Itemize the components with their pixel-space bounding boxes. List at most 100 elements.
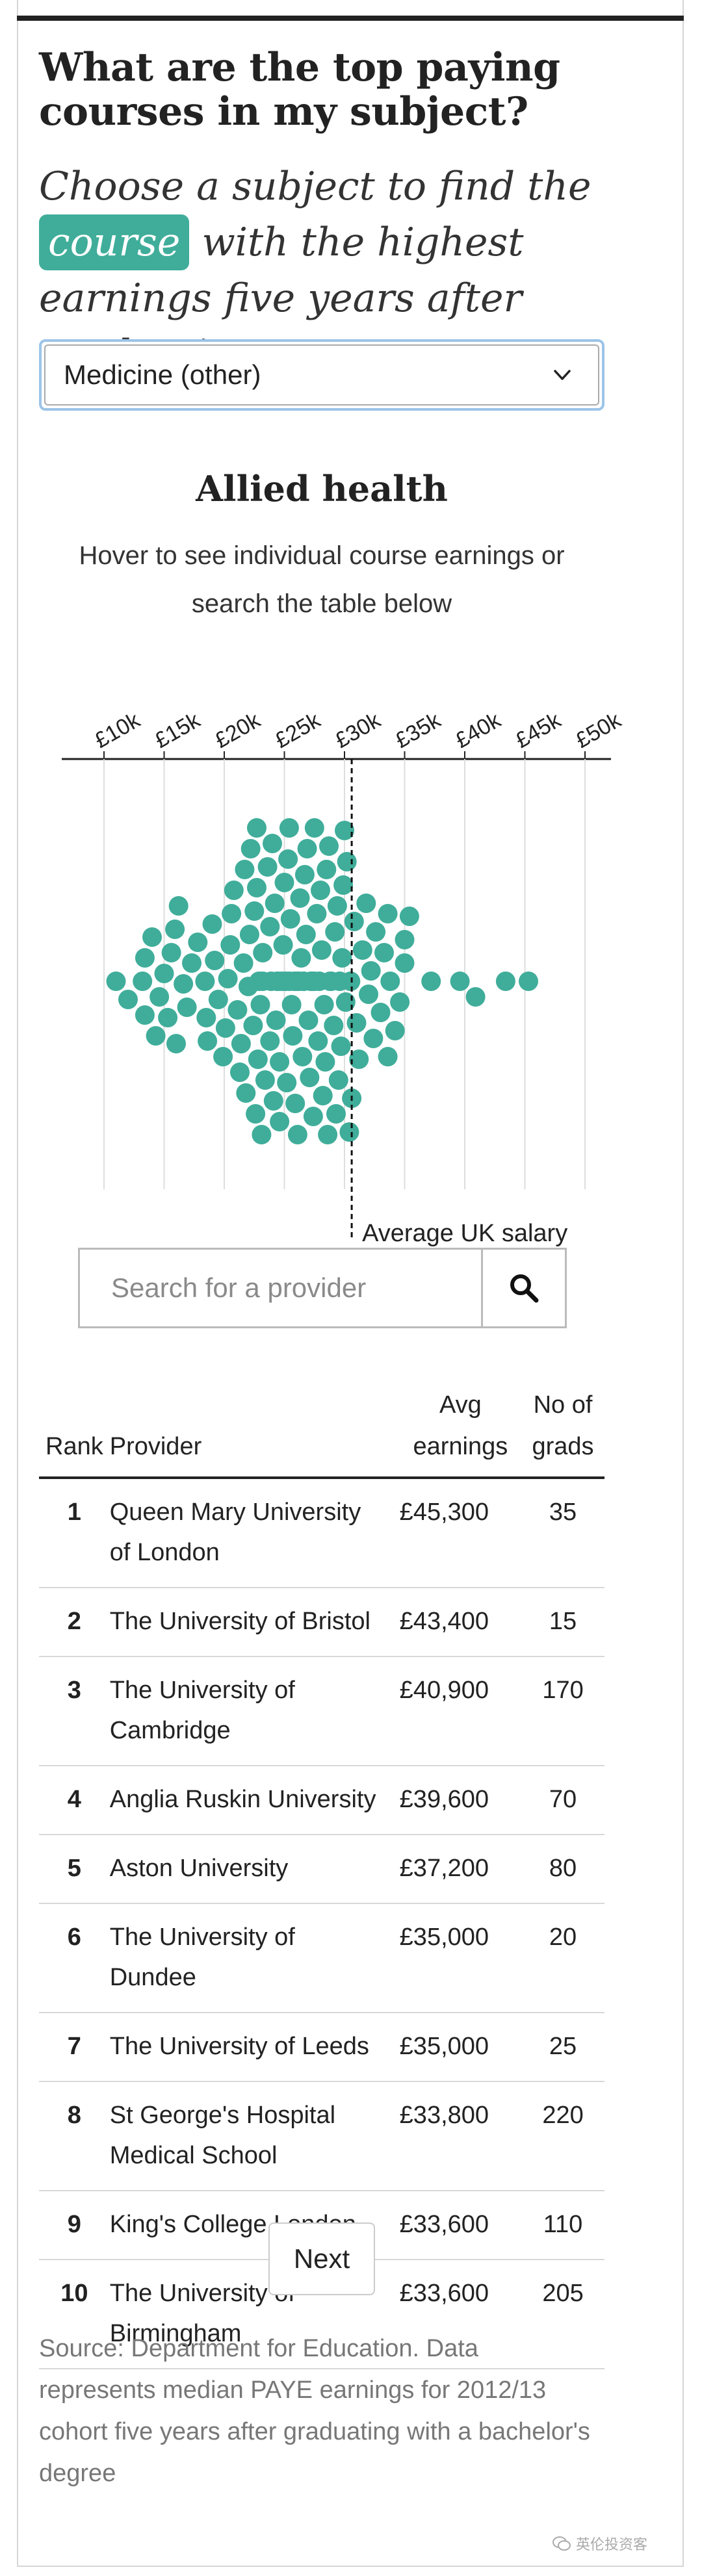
course-dot[interactable] xyxy=(450,972,470,991)
course-dot[interactable] xyxy=(154,964,174,983)
course-dot[interactable] xyxy=(266,1011,286,1030)
provider-search[interactable]: Search for a provider xyxy=(78,1248,567,1328)
course-dot[interactable] xyxy=(188,933,208,952)
course-dot[interactable] xyxy=(218,969,238,988)
course-dot[interactable] xyxy=(283,1026,303,1046)
course-dot[interactable] xyxy=(363,1029,384,1048)
course-dot[interactable] xyxy=(224,881,244,900)
course-dot[interactable] xyxy=(253,943,273,962)
course-dot[interactable] xyxy=(344,912,364,931)
course-dot[interactable] xyxy=(332,948,352,968)
course-dot[interactable] xyxy=(278,849,298,869)
beeswarm-chart[interactable]: £10k £15k £20k £25k £30k £35k £40k £45k £50k Aver… xyxy=(0,669,650,1280)
course-dot[interactable] xyxy=(161,943,181,962)
course-dot[interactable] xyxy=(255,1070,275,1090)
course-dot[interactable] xyxy=(222,904,242,923)
course-dot[interactable] xyxy=(296,925,316,944)
course-dot[interactable] xyxy=(298,1011,318,1030)
course-dot[interactable] xyxy=(263,1091,283,1111)
course-dot[interactable] xyxy=(220,935,240,955)
course-dot[interactable] xyxy=(280,909,300,929)
table-row[interactable]: 6 The University of Dundee £35,000 20 xyxy=(39,1903,604,2013)
course-dot[interactable] xyxy=(370,1003,391,1022)
course-dot[interactable] xyxy=(250,995,270,1014)
course-dot[interactable] xyxy=(240,839,261,858)
course-dot[interactable] xyxy=(133,972,153,991)
course-dot[interactable] xyxy=(315,1052,335,1072)
course-dot[interactable] xyxy=(195,972,215,991)
course-dot[interactable] xyxy=(257,857,278,877)
course-dot[interactable] xyxy=(324,1016,344,1035)
table-row[interactable]: 4 Anglia Ruskin University £39,600 70 xyxy=(39,1766,604,1835)
course-dot[interactable] xyxy=(247,878,266,897)
course-dot[interactable] xyxy=(311,881,330,900)
course-dot[interactable] xyxy=(361,961,381,981)
header-rank[interactable]: Rank xyxy=(39,1384,110,1479)
table-row[interactable]: 1 Queen Mary University of London £45,300 3… xyxy=(39,1478,604,1588)
course-dot[interactable] xyxy=(273,935,293,955)
header-grads[interactable]: No of grads xyxy=(521,1384,604,1479)
course-dot[interactable] xyxy=(327,896,347,916)
course-dot[interactable] xyxy=(314,995,334,1014)
course-dot[interactable] xyxy=(335,992,356,1012)
course-dot[interactable] xyxy=(246,1104,266,1124)
course-dot[interactable] xyxy=(292,1047,313,1066)
course-dot[interactable] xyxy=(374,943,394,962)
course-dot[interactable] xyxy=(319,836,339,856)
course-dot[interactable] xyxy=(337,852,357,871)
course-dot[interactable] xyxy=(279,818,299,838)
course-dot[interactable] xyxy=(326,1104,346,1124)
course-dot[interactable] xyxy=(208,990,228,1009)
course-dot[interactable] xyxy=(349,1050,369,1069)
course-dot[interactable] xyxy=(177,998,197,1017)
search-button[interactable] xyxy=(481,1250,565,1326)
course-dot[interactable] xyxy=(165,920,185,939)
course-dot[interactable] xyxy=(135,1005,155,1025)
course-dot[interactable] xyxy=(519,972,538,991)
course-dot[interactable] xyxy=(252,1125,272,1144)
course-dot[interactable] xyxy=(248,1050,268,1069)
course-dot[interactable] xyxy=(205,951,225,970)
course-dot[interactable] xyxy=(297,839,317,858)
course-dot[interactable] xyxy=(328,1070,348,1090)
course-dot[interactable] xyxy=(260,917,280,936)
course-dot[interactable] xyxy=(263,834,282,853)
course-dot[interactable] xyxy=(196,1008,216,1027)
course-dot[interactable] xyxy=(308,1031,328,1051)
course-dot[interactable] xyxy=(270,1052,290,1072)
course-dot[interactable] xyxy=(311,940,332,960)
course-dot[interactable] xyxy=(380,972,400,991)
course-dot[interactable] xyxy=(378,1047,398,1066)
course-dot[interactable] xyxy=(244,901,265,921)
course-dot[interactable] xyxy=(231,1034,251,1053)
course-dot[interactable] xyxy=(421,972,441,991)
course-dot[interactable] xyxy=(378,904,398,923)
course-dot[interactable] xyxy=(399,907,419,926)
course-dot[interactable] xyxy=(339,1122,359,1142)
course-dot[interactable] xyxy=(158,1008,178,1027)
header-earnings[interactable]: Avg earnings xyxy=(386,1384,522,1479)
course-dot[interactable] xyxy=(495,972,515,991)
course-dot[interactable] xyxy=(303,1107,323,1126)
table-row[interactable]: 3 The University of Cambridge £40,900 170 xyxy=(39,1656,604,1766)
course-dot[interactable] xyxy=(385,1021,405,1040)
course-dot[interactable] xyxy=(281,995,302,1014)
subject-dropdown[interactable]: Medicine (other) xyxy=(39,339,604,411)
course-dot[interactable] xyxy=(230,1063,250,1082)
course-dot[interactable] xyxy=(233,953,254,973)
course-dot[interactable] xyxy=(135,948,155,968)
course-dot[interactable] xyxy=(335,821,354,840)
table-row[interactable]: 10 The University of Birmingham £33,600 205 xyxy=(39,2260,604,2369)
course-dot[interactable] xyxy=(198,1031,218,1051)
course-dot[interactable] xyxy=(291,948,311,968)
course-dot[interactable] xyxy=(277,1073,297,1092)
course-dot[interactable] xyxy=(243,1016,263,1035)
course-dot[interactable] xyxy=(294,865,315,884)
course-dot[interactable] xyxy=(150,987,170,1007)
next-page-button[interactable]: Next xyxy=(268,2222,375,2295)
course-dot[interactable] xyxy=(270,1112,290,1131)
course-dot[interactable] xyxy=(307,904,327,923)
course-dot[interactable] xyxy=(325,922,345,942)
course-dot[interactable] xyxy=(304,818,324,838)
course-dot[interactable] xyxy=(366,922,386,942)
